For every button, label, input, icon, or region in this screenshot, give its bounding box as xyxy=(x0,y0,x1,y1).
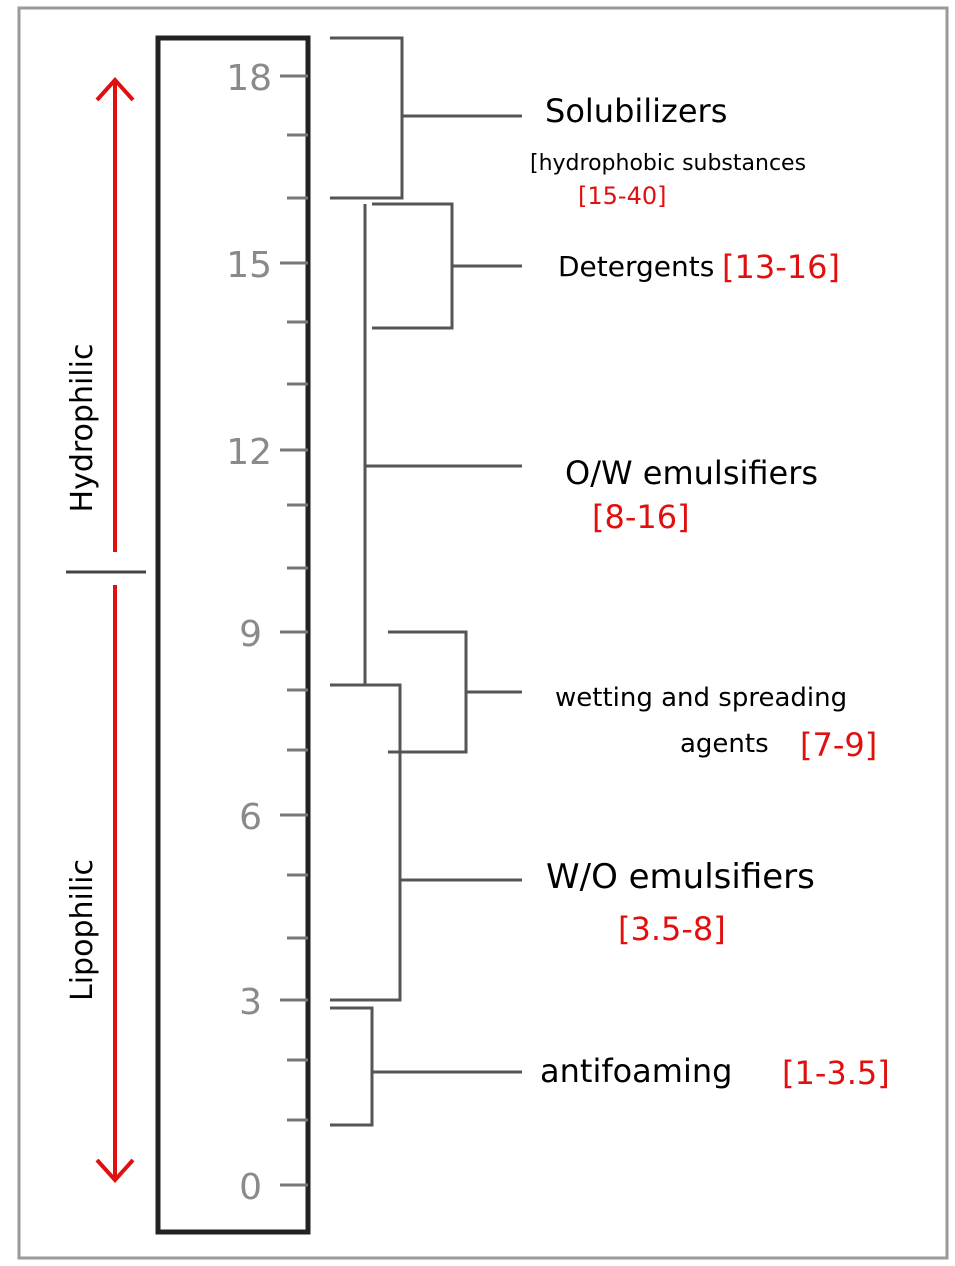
label-wo: W/O emulsifiers xyxy=(546,857,815,897)
hydrophilic-arrow xyxy=(95,77,135,552)
sublabel-solubilizers: [hydrophobic substances xyxy=(530,151,806,176)
label-antifoam: antifoaming xyxy=(540,1052,732,1090)
range-ow: [8-16] xyxy=(592,498,690,536)
side-label-lipophilic: Lipophilic xyxy=(65,859,100,1001)
tick-label-15: 15 xyxy=(226,245,272,286)
range-solubilizers: [15-40] xyxy=(578,182,666,210)
range-detergents: [13-16] xyxy=(722,248,840,286)
label-wetting-1: wetting and spreading xyxy=(555,683,847,713)
arrowhead-up-icon xyxy=(95,77,135,102)
bracket-antifoam xyxy=(330,1006,374,1127)
range-brackets xyxy=(330,36,522,1127)
tick-label-3: 3 xyxy=(239,982,262,1023)
outer-frame xyxy=(17,6,949,1260)
tick-label-9: 9 xyxy=(239,614,262,655)
range-wo: [3.5-8] xyxy=(618,910,726,948)
label-solubilizers: Solubilizers xyxy=(545,92,727,130)
label-ow: O/W emulsifiers xyxy=(565,454,818,492)
scale-box xyxy=(155,35,311,1235)
tick-label-0: 0 xyxy=(239,1167,262,1208)
bracket-detergents xyxy=(372,202,454,330)
range-wetting: [7-9] xyxy=(800,726,877,764)
label-wetting-2: agents xyxy=(680,729,769,759)
tick-label-18: 18 xyxy=(226,58,272,99)
tick-label-12: 12 xyxy=(226,432,272,473)
bracket-wo xyxy=(330,683,402,1002)
side-label-hydrophilic: Hydrophilic xyxy=(65,344,100,513)
lipophilic-arrow xyxy=(95,585,135,1183)
scale-major-ticks xyxy=(280,74,308,1187)
tick-label-6: 6 xyxy=(239,797,262,838)
range-antifoam: [1-3.5] xyxy=(782,1054,890,1092)
arrowhead-down-icon xyxy=(95,1158,135,1183)
label-detergents: Detergents xyxy=(558,250,714,283)
scale-minor-ticks xyxy=(287,133,308,1122)
bracket-solubilizers xyxy=(330,36,404,200)
